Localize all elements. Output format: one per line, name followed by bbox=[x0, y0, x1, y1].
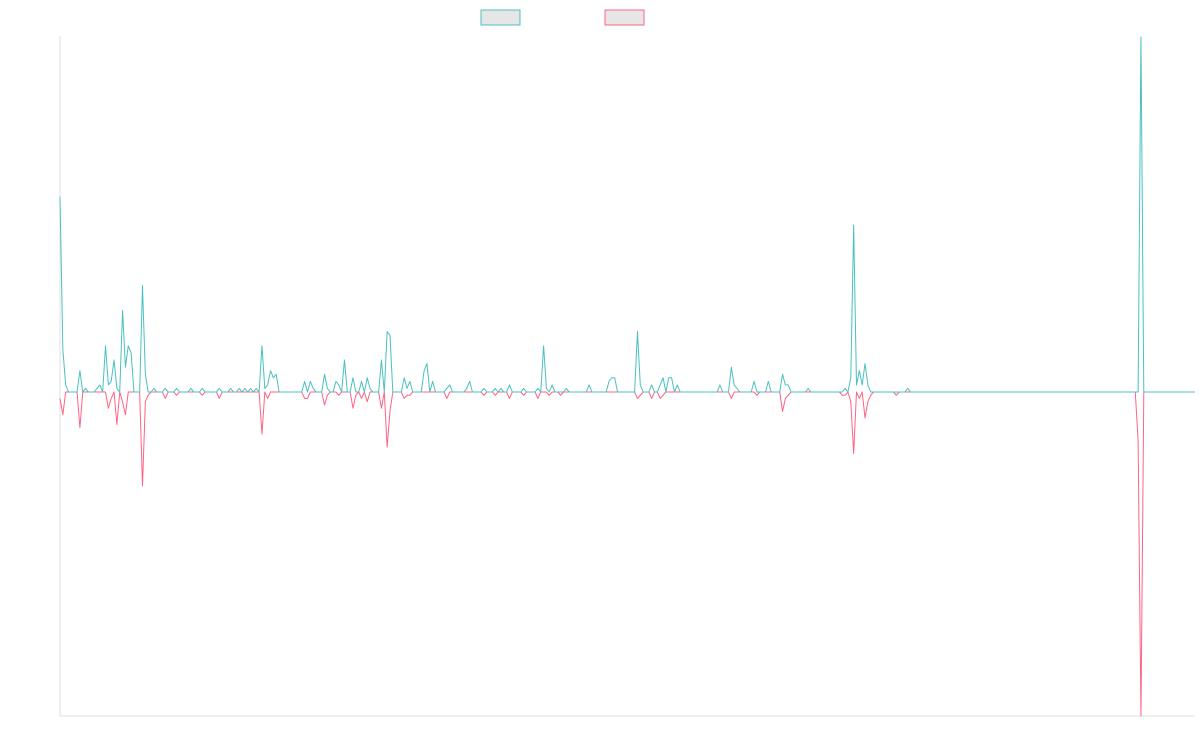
series-line-1 bbox=[59, 36, 1195, 393]
legend-swatch-series-1[interactable] bbox=[480, 9, 521, 26]
legend bbox=[480, 9, 645, 26]
series-layer bbox=[59, 36, 1195, 717]
series-line-2 bbox=[59, 391, 1195, 717]
legend-swatch-series-2[interactable] bbox=[604, 9, 645, 26]
